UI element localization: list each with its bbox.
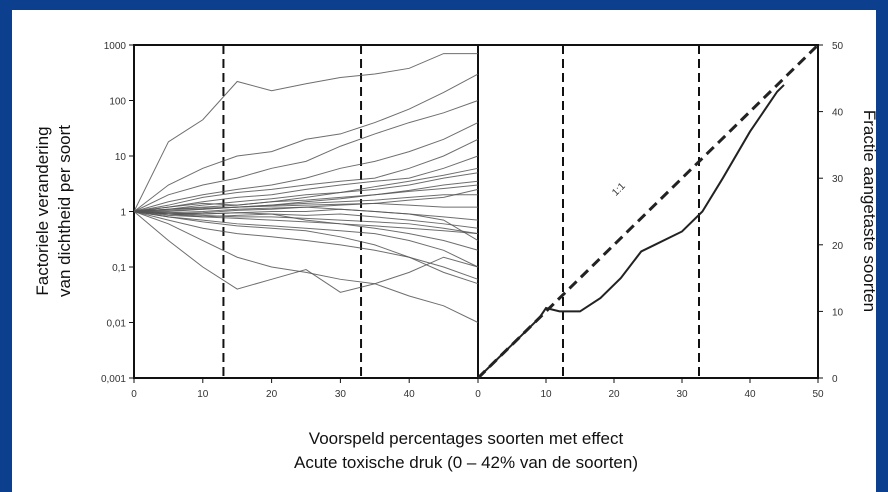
right-y-tick-label-2: 20 [832,241,844,252]
left-series-line-3 [133,122,479,212]
right-x-tick-label-2: 20 [608,389,620,400]
left-series-line-1 [133,73,479,212]
right-y-tick-label-5: 50 [832,41,844,52]
left-y-tick-label-6: 1000 [104,41,127,52]
left-series-line-23 [133,211,479,235]
left-y-axis-label-line1: Factoriele verandering [33,126,52,295]
left-series-line-7 [133,184,479,212]
left-series-line-14 [133,211,479,285]
x-axis-label-line1: Voorspeld percentages soorten met effect [309,429,624,448]
left-x-tick-label-3: 30 [335,389,347,400]
right-x-tick-label-1: 10 [540,389,552,400]
left-y-axis-label-line2: van dichtheid per soort [55,125,74,297]
left-series-line-11 [133,211,479,235]
right-y-tick-label-4: 40 [832,108,844,119]
x-axis-label-line2: Acute toxische druk (0 – 42% van de soor… [294,453,638,472]
one-to-one-annotation: 1:1 [610,181,628,199]
left-series-line-21 [133,206,479,241]
left-x-tick-label-4: 40 [404,389,416,400]
left-y-tick-label-2: 0,1 [112,263,126,274]
left-series-line-16 [133,211,479,323]
left-series-line-2 [133,100,479,212]
left-x-tick-label-0: 0 [131,389,137,400]
right-y-axis-label: Fractie aangetaste soorten [860,110,879,312]
right-panel-frame [477,44,819,379]
left-series-line-4 [133,138,479,212]
left-series-line-5 [133,155,479,212]
left-series-line-15 [133,211,479,280]
right-y-tick-label-1: 10 [832,307,844,318]
left-x-tick-label-1: 10 [197,389,209,400]
right-y-tick-label-0: 0 [832,374,838,385]
left-series-line-0 [133,53,478,212]
left-series-line-17 [133,211,479,293]
left-y-tick-label-5: 100 [109,97,126,108]
right-x-tick-label-4: 40 [744,389,756,400]
right-series-line-solid [477,84,785,379]
left-series-line-22 [133,180,479,212]
right-x-tick-label-0: 0 [475,389,481,400]
left-series-line-13 [133,211,479,268]
left-y-tick-label-4: 10 [115,152,127,163]
left-y-tick-label-1: 0,01 [107,319,127,330]
right-y-tick-label-3: 30 [832,174,844,185]
left-series-line-18 [133,167,479,212]
left-series-line-6 [133,172,479,212]
left-x-tick-label-2: 20 [266,389,278,400]
right-x-tick-label-3: 30 [676,389,688,400]
left-y-tick-label-0: 0,001 [101,374,126,385]
right-x-tick-label-5: 50 [812,389,824,400]
left-series-line-19 [133,188,479,212]
left-y-tick-label-3: 1 [120,208,126,219]
